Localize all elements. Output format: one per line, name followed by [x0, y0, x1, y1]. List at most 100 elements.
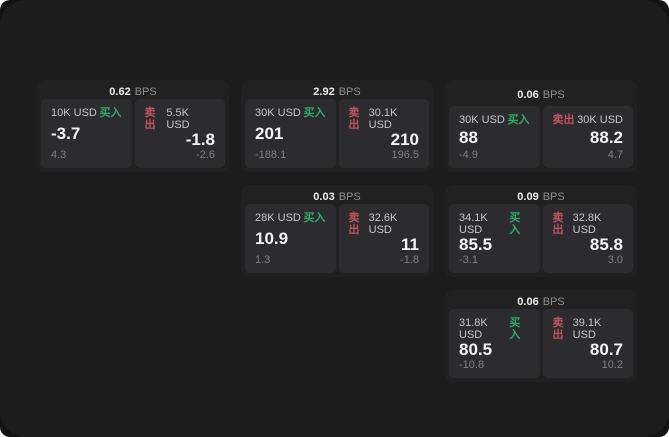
sell-amount: 5.5K USD	[166, 107, 190, 131]
sell-delta: -1.8	[400, 254, 419, 266]
bps-label: BPS	[542, 89, 565, 101]
sell-bottom-row: 196.5	[349, 149, 419, 161]
sell-top-row: 卖出 32.6K USD	[349, 212, 420, 236]
buy-side-label: 买入	[99, 107, 122, 119]
buy-price: 85.5	[459, 235, 493, 254]
sell-delta: 10.2	[601, 359, 623, 371]
buy-side-label: 买入	[509, 212, 521, 236]
buy-delta: 4.3	[51, 149, 67, 161]
sell-amount: 32.8K USD	[572, 212, 602, 236]
card-header: 0.09 BPS	[449, 189, 633, 204]
buy-bottom-row: -188.1	[255, 149, 326, 161]
sell-panel[interactable]: 卖出 39.1K USD 80.7 10.2	[542, 309, 633, 378]
buy-price: 201	[255, 124, 284, 143]
buy-panel[interactable]: 34.1K USD 买入 85.5 -3.1	[449, 204, 540, 273]
panels: 28K USD 买入 10.9 1.3 卖出 32.6K USD	[245, 204, 429, 273]
buy-bottom-row: 1.3	[255, 254, 326, 266]
buy-panel[interactable]: 28K USD 买入 10.9 1.3	[245, 204, 336, 273]
bps-value: 0.06	[517, 295, 539, 308]
buy-delta: -4.9	[459, 149, 478, 161]
buy-amount: 31.8K USD	[459, 317, 488, 341]
quote-card-2: 2.92 BPS 30K USD 买入 201 -188.1	[241, 80, 433, 172]
buy-top-row: 30K USD 买入	[459, 114, 530, 126]
bps-label: BPS	[338, 190, 361, 203]
buy-delta: -10.8	[459, 359, 485, 371]
sell-amount: 30K USD	[577, 114, 623, 126]
sell-panel[interactable]: 卖出 30K USD 88.2 4.7	[542, 106, 633, 168]
buy-panel[interactable]: 30K USD 买入 201 -188.1	[245, 99, 336, 168]
panels: 10K USD 买入 -3.7 4.3 卖出 5.5K USD -	[41, 99, 225, 168]
sell-panel[interactable]: 卖出 30.1K USD 210 196.5	[338, 99, 429, 168]
sell-panel[interactable]: 卖出 5.5K USD -1.8 -2.6	[134, 99, 225, 168]
buy-top-row: 28K USD 买入	[255, 212, 326, 224]
sell-bottom-row: 4.7	[553, 149, 623, 161]
sell-side-label: 卖出	[552, 317, 564, 341]
quote-card-grid: 0.62 BPS 10K USD 买入 -3.7 4.3	[37, 80, 637, 382]
bps-value: 0.03	[313, 190, 335, 203]
panels: 34.1K USD 买入 85.5 -3.1 卖出 32.8K USD	[449, 204, 633, 273]
sell-delta: 4.7	[607, 149, 623, 161]
sell-price: 11	[401, 235, 419, 254]
buy-side-label: 买入	[509, 317, 521, 341]
bps-value: 0.06	[517, 89, 539, 101]
quote-card-1: 0.62 BPS 10K USD 买入 -3.7 4.3	[37, 80, 229, 172]
panels: 30K USD 买入 88 -4.9 卖出 30K USD 88.	[449, 106, 633, 168]
buy-top-row: 34.1K USD 买入	[459, 212, 530, 236]
card-header: 0.06 BPS	[449, 84, 633, 106]
bps-value: 0.62	[109, 85, 131, 98]
sell-price: 85.8	[589, 235, 623, 254]
sell-amount: 39.1K USD	[572, 317, 602, 341]
bps-value: 0.09	[517, 190, 539, 203]
buy-bottom-row: -3.1	[459, 254, 530, 266]
sell-top-row: 卖出 30K USD	[553, 114, 624, 126]
buy-top-row: 30K USD 买入	[255, 107, 326, 119]
sell-panel[interactable]: 卖出 32.8K USD 85.8 3.0	[542, 204, 633, 273]
bps-label: BPS	[542, 295, 565, 308]
buy-price: 88	[459, 127, 478, 147]
buy-top-row: 31.8K USD 买入	[459, 317, 530, 341]
sell-price: 80.7	[589, 340, 623, 359]
sell-side-label: 卖出	[348, 212, 360, 236]
buy-panel[interactable]: 31.8K USD 买入 80.5 -10.8	[449, 309, 540, 378]
quote-card-3: 0.06 BPS 30K USD 买入 88 -4.9	[445, 80, 637, 172]
sell-bottom-row: 3.0	[553, 254, 623, 266]
buy-bottom-row: -4.9	[459, 149, 530, 161]
buy-price: 10.9	[255, 229, 289, 248]
sell-top-row: 卖出 32.8K USD	[553, 212, 624, 236]
sell-panel[interactable]: 卖出 32.6K USD 11 -1.8	[338, 204, 429, 273]
buy-amount: 30K USD	[459, 114, 505, 126]
buy-delta: -188.1	[255, 149, 287, 161]
sell-side-label: 卖出	[552, 114, 575, 126]
sell-top-row: 卖出 5.5K USD	[145, 107, 216, 131]
sell-amount: 30.1K USD	[368, 107, 398, 131]
buy-side-label: 买入	[507, 114, 530, 126]
buy-delta: -3.1	[459, 254, 478, 266]
sell-side-label: 卖出	[552, 212, 564, 236]
sell-delta: 196.5	[391, 149, 419, 161]
bps-value: 2.92	[313, 85, 335, 98]
bps-label: BPS	[134, 85, 157, 98]
sell-bottom-row: -2.6	[145, 149, 215, 161]
quote-card-5: 0.09 BPS 34.1K USD 买入 85.5 -3.1	[445, 185, 637, 277]
buy-price: 80.5	[459, 340, 493, 359]
buy-panel[interactable]: 30K USD 买入 88 -4.9	[449, 106, 540, 168]
panels: 31.8K USD 买入 80.5 -10.8 卖出 39.1K USD	[449, 309, 633, 378]
quote-card-4: 0.03 BPS 28K USD 买入 10.9 1.3	[241, 185, 433, 277]
sell-side-label: 卖出	[144, 107, 156, 131]
sell-side-label: 卖出	[348, 107, 360, 131]
buy-panel[interactable]: 10K USD 买入 -3.7 4.3	[41, 99, 132, 168]
buy-amount: 28K USD	[255, 212, 301, 224]
sell-delta: -2.6	[196, 149, 215, 161]
sell-delta: 3.0	[607, 254, 623, 266]
buy-amount: 10K USD	[51, 107, 97, 119]
buy-amount: 30K USD	[255, 107, 301, 119]
buy-price: -3.7	[51, 124, 81, 143]
panels: 30K USD 买入 201 -188.1 卖出 30.1K USD	[245, 99, 429, 168]
buy-top-row: 10K USD 买入	[51, 107, 122, 119]
buy-side-label: 买入	[303, 212, 326, 224]
buy-side-label: 买入	[303, 107, 326, 119]
buy-delta: 1.3	[255, 254, 271, 266]
sell-bottom-row: 10.2	[553, 359, 623, 371]
